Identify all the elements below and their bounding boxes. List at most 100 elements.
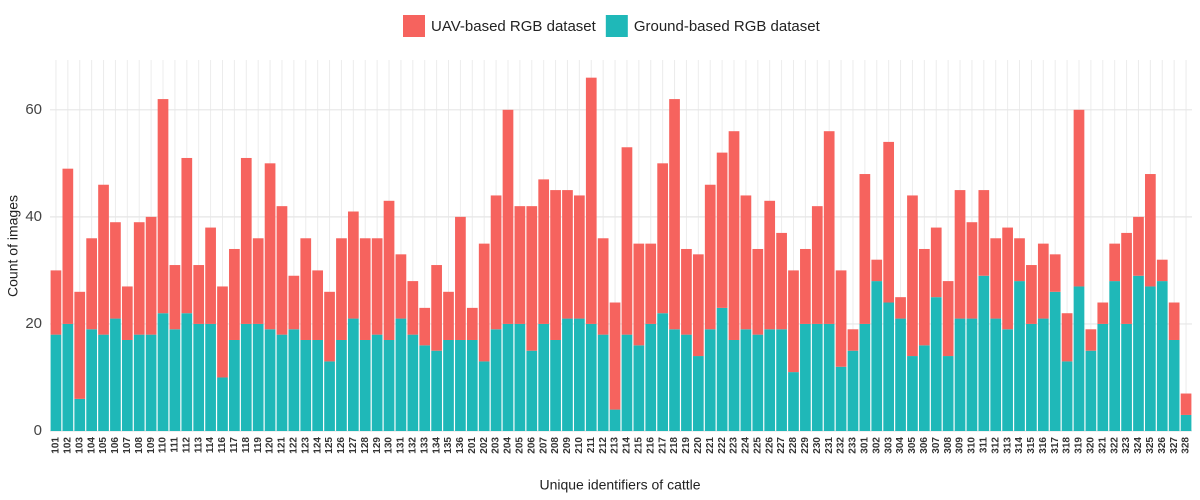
x-tick-label: 326 — [1157, 437, 1168, 454]
bar-segment — [752, 248, 764, 335]
bar-segment — [1168, 302, 1180, 340]
x-tick-label: 225 — [752, 437, 763, 454]
bar-segment — [1085, 329, 1097, 351]
x-tick-label: 119 — [253, 437, 264, 454]
bar-segment — [562, 190, 573, 319]
x-tick-label: 307 — [931, 437, 942, 454]
bar-segment — [990, 238, 1002, 319]
bar-segment — [324, 361, 335, 431]
x-tick-label: 212 — [598, 437, 609, 454]
bar-segment — [514, 206, 526, 324]
bar-segment — [1002, 227, 1013, 330]
bar-segment — [157, 313, 169, 431]
x-tick-label: 231 — [824, 437, 835, 454]
x-tick-label: 132 — [407, 437, 418, 454]
bar-segment — [1002, 329, 1013, 431]
x-tick-label: 314 — [1014, 437, 1025, 454]
bar-segment — [419, 307, 431, 346]
x-tick-label: 311 — [978, 437, 989, 454]
bar-segment — [847, 350, 859, 431]
bar-segment — [217, 286, 228, 378]
bar-segment — [1145, 286, 1156, 431]
bar-segment — [811, 206, 823, 324]
bar-segment — [455, 339, 466, 431]
x-tick-label: 111 — [170, 437, 181, 453]
bar-segment — [1168, 339, 1180, 431]
bar-segment — [1180, 393, 1192, 415]
bar-segment — [895, 297, 906, 319]
bar-segment — [252, 238, 264, 324]
bar-segment — [764, 329, 776, 431]
bar-segment — [990, 318, 1002, 431]
bar-segment — [121, 286, 133, 340]
x-tick-label: 233 — [848, 437, 859, 454]
bar-segment — [728, 131, 740, 340]
x-tick-label: 323 — [1121, 437, 1132, 454]
bar-segment — [1097, 302, 1109, 324]
bar-segment — [1061, 361, 1073, 431]
bar-segment — [371, 238, 383, 335]
bar-segment — [312, 270, 324, 340]
bar-segment — [514, 323, 526, 431]
x-tick-label: 217 — [657, 437, 668, 454]
x-tick-label: 310 — [967, 437, 978, 454]
x-tick-label: 221 — [705, 437, 716, 454]
bar-segment — [657, 163, 668, 314]
x-tick-label: 228 — [788, 437, 799, 454]
x-tick-label: 226 — [764, 437, 775, 454]
bar-segment — [633, 243, 645, 346]
legend-swatch — [403, 15, 425, 37]
bar-segment — [431, 350, 442, 431]
x-tick-label: 130 — [384, 437, 395, 454]
legend-swatch — [605, 15, 628, 37]
x-tick-label: 324 — [1133, 437, 1144, 454]
bar-segment — [942, 281, 954, 357]
bar-segment — [1109, 281, 1121, 431]
x-tick-label: 134 — [431, 437, 442, 454]
bar-segment — [740, 329, 752, 431]
bar-segment — [276, 206, 288, 335]
bar-segment — [704, 329, 716, 431]
x-tick-label: 308 — [943, 437, 954, 454]
x-tick-label: 224 — [741, 437, 752, 454]
x-tick-label: 121 — [277, 437, 288, 454]
x-tick-label: 203 — [491, 437, 502, 454]
y-tick-label: 20 — [25, 315, 42, 332]
bar-segment — [86, 329, 97, 431]
bar-segment — [907, 356, 918, 431]
x-tick-label: 229 — [800, 437, 811, 454]
bar-segment — [1121, 323, 1132, 431]
x-tick-label: 302 — [871, 437, 882, 454]
x-tick-label: 211 — [586, 437, 597, 454]
x-tick-label: 131 — [396, 437, 407, 454]
bar-segment — [145, 216, 157, 335]
x-tick-label: 126 — [336, 437, 347, 454]
x-tick-label: 209 — [562, 437, 573, 454]
bar-segment — [1073, 109, 1085, 287]
bar-segment — [133, 334, 145, 431]
bar-segment — [264, 163, 276, 330]
x-tick-label: 128 — [360, 437, 371, 454]
bar-segment — [1049, 291, 1061, 431]
bar-segment — [347, 318, 359, 431]
x-tick-label: 207 — [538, 437, 549, 454]
x-tick-label: 210 — [574, 437, 585, 454]
bar-segment — [110, 318, 121, 431]
x-tick-label: 230 — [812, 437, 823, 454]
bar-segment — [98, 184, 109, 335]
bar-segment — [336, 238, 347, 340]
bar-segment — [62, 323, 74, 431]
bar-segment — [169, 265, 181, 330]
bar-segment — [431, 265, 442, 351]
x-tick-label: 215 — [633, 437, 644, 454]
bar-segment — [538, 179, 550, 324]
x-tick-label: 328 — [1181, 437, 1192, 454]
x-tick-label: 327 — [1169, 437, 1180, 454]
x-tick-label: 102 — [62, 437, 73, 454]
bar-segment — [466, 307, 478, 340]
bar-segment — [395, 254, 407, 319]
bar-segment — [883, 141, 895, 303]
bar-segment — [526, 206, 538, 351]
x-tick-label: 303 — [883, 437, 894, 454]
x-tick-label: 116 — [217, 437, 228, 454]
